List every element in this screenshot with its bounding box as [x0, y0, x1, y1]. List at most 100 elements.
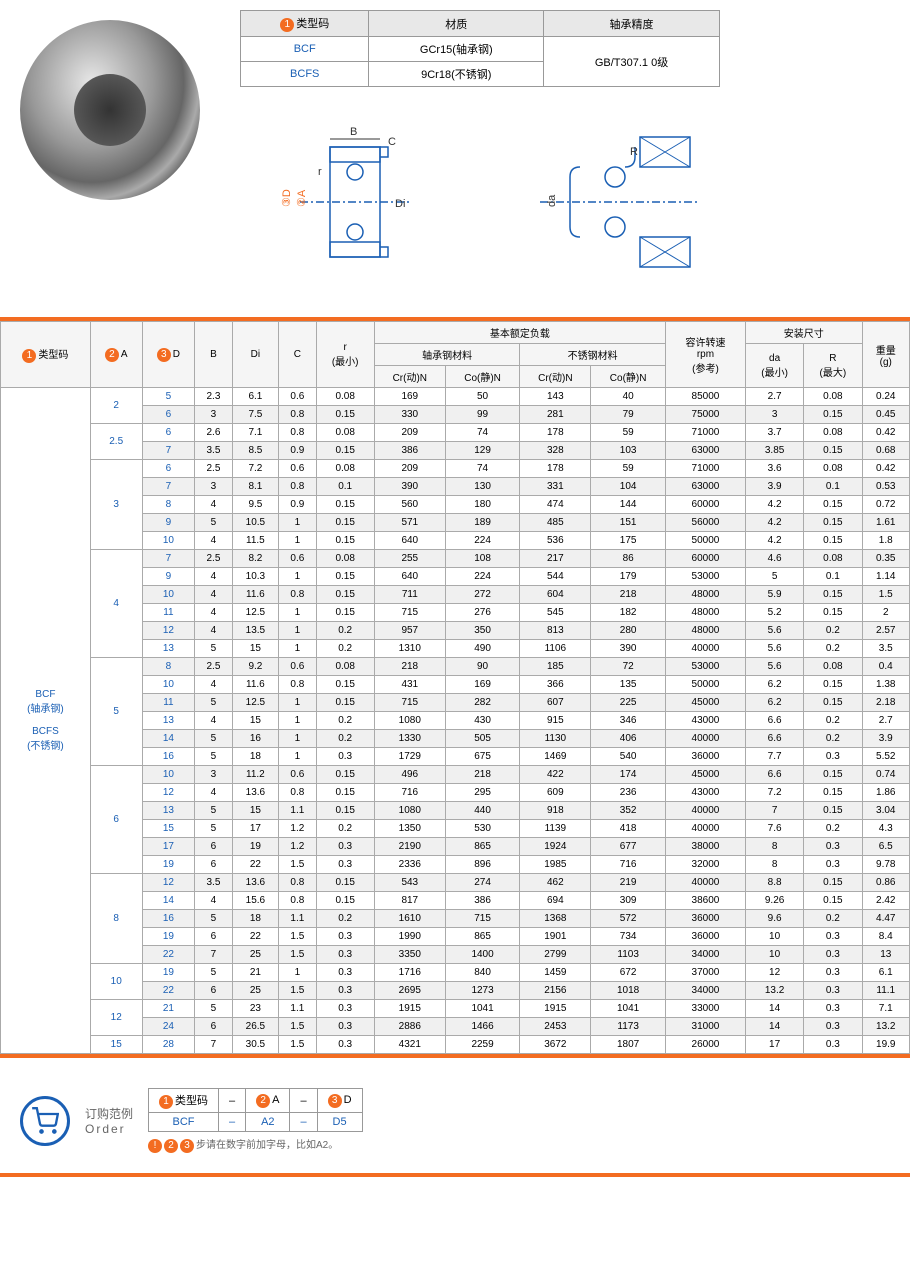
svg-text:B: B: [350, 126, 357, 138]
data-cell: 328: [520, 442, 591, 460]
data-cell: 4.2: [745, 532, 803, 550]
data-cell: 0.8: [279, 424, 316, 442]
data-cell: 104: [591, 478, 666, 496]
data-cell: 36000: [665, 748, 745, 766]
data-cell: 48000: [665, 586, 745, 604]
data-cell: 6: [195, 1018, 232, 1036]
svg-text:R: R: [630, 146, 638, 158]
data-cell: 607: [520, 694, 591, 712]
data-cell: 129: [445, 442, 520, 460]
diagram-cross-section: B C r Di ③D ②A: [240, 117, 460, 287]
data-cell: 6: [195, 982, 232, 1000]
material-header-material: 材质: [369, 11, 544, 37]
data-cell: 609: [520, 784, 591, 802]
data-cell: 24: [142, 1018, 195, 1036]
data-cell: 3: [745, 406, 803, 424]
data-cell: 0.3: [316, 1036, 374, 1054]
data-cell: 462: [520, 874, 591, 892]
data-cell: 0.15: [804, 874, 862, 892]
data-cell: 1.1: [279, 910, 316, 928]
data-cell: 0.15: [316, 676, 374, 694]
data-cell: 840: [445, 964, 520, 982]
data-cell: 496: [374, 766, 445, 784]
th-rmax: R (最大): [804, 344, 862, 388]
top-section: 1类型码 材质 轴承精度 BCF GCr15(轴承钢) GB/T307.1 0级…: [0, 0, 910, 307]
data-cell: 540: [591, 748, 666, 766]
data-cell: 22: [142, 946, 195, 964]
data-cell: 7: [142, 478, 195, 496]
data-cell: 0.15: [316, 514, 374, 532]
order-section: 订购范例 Order 1类型码 – 2A – 3D BCF – A2 – D5 …: [0, 1068, 910, 1177]
data-cell: 209: [374, 424, 445, 442]
data-cell: 144: [591, 496, 666, 514]
data-cell: 640: [374, 532, 445, 550]
data-cell: 1985: [520, 856, 591, 874]
data-cell: 12: [142, 874, 195, 892]
data-cell: 6.2: [745, 694, 803, 712]
data-cell: 17: [232, 820, 279, 838]
data-cell: 12.5: [232, 694, 279, 712]
data-cell: 90: [445, 658, 520, 676]
data-cell: 1.1: [279, 1000, 316, 1018]
data-cell: 3.9: [745, 478, 803, 496]
order-h-a: 2A: [246, 1089, 290, 1113]
data-cell: 1.5: [279, 1036, 316, 1054]
data-cell: 0.6: [279, 766, 316, 784]
data-cell: 180: [445, 496, 520, 514]
data-cell: 2259: [445, 1036, 520, 1054]
data-cell: 0.8: [279, 784, 316, 802]
data-cell: 0.15: [804, 694, 862, 712]
data-cell: 3.9: [862, 730, 909, 748]
th-install: 安装尺寸: [745, 322, 862, 344]
cell-a: 6: [90, 766, 142, 874]
data-cell: 672: [591, 964, 666, 982]
data-cell: 0.42: [862, 424, 909, 442]
data-cell: 11.2: [232, 766, 279, 784]
th-weight: 重量 (g): [862, 322, 909, 388]
order-label-cn: 订购范例: [85, 1105, 133, 1122]
data-cell: 1: [279, 514, 316, 532]
data-cell: 0.08: [316, 658, 374, 676]
data-cell: 2.57: [862, 622, 909, 640]
cell-a: 3: [90, 460, 142, 550]
th-b: B: [195, 322, 232, 388]
data-cell: 71000: [665, 424, 745, 442]
data-cell: 8.8: [745, 874, 803, 892]
data-cell: 26.5: [232, 1018, 279, 1036]
data-cell: 3.5: [195, 874, 232, 892]
data-cell: 0.35: [862, 550, 909, 568]
data-cell: 5.52: [862, 748, 909, 766]
data-cell: 0.24: [862, 388, 909, 406]
data-cell: 9.78: [862, 856, 909, 874]
data-cell: 71000: [665, 460, 745, 478]
data-cell: 6: [142, 460, 195, 478]
data-cell: 1.1: [279, 802, 316, 820]
data-cell: 10: [745, 946, 803, 964]
data-cell: 915: [520, 712, 591, 730]
data-cell: 0.45: [862, 406, 909, 424]
data-cell: 0.15: [316, 766, 374, 784]
data-cell: 0.86: [862, 874, 909, 892]
data-cell: 40: [591, 388, 666, 406]
data-cell: 0.08: [316, 388, 374, 406]
data-cell: 56000: [665, 514, 745, 532]
data-cell: 182: [591, 604, 666, 622]
data-cell: 957: [374, 622, 445, 640]
data-cell: 50000: [665, 532, 745, 550]
order-h-type: 1类型码: [149, 1089, 219, 1113]
data-cell: 545: [520, 604, 591, 622]
data-cell: 694: [520, 892, 591, 910]
data-cell: 59: [591, 460, 666, 478]
data-cell: 217: [520, 550, 591, 568]
data-cell: 0.2: [316, 640, 374, 658]
data-cell: 6.1: [232, 388, 279, 406]
data-cell: 0.8: [279, 874, 316, 892]
data-cell: 0.15: [316, 694, 374, 712]
data-cell: 7.7: [745, 748, 803, 766]
data-cell: 13: [142, 802, 195, 820]
data-cell: 224: [445, 532, 520, 550]
data-cell: 8: [142, 496, 195, 514]
data-cell: 0.6: [279, 658, 316, 676]
th-r: r (最小): [316, 322, 374, 388]
cell-a: 12: [90, 1000, 142, 1036]
